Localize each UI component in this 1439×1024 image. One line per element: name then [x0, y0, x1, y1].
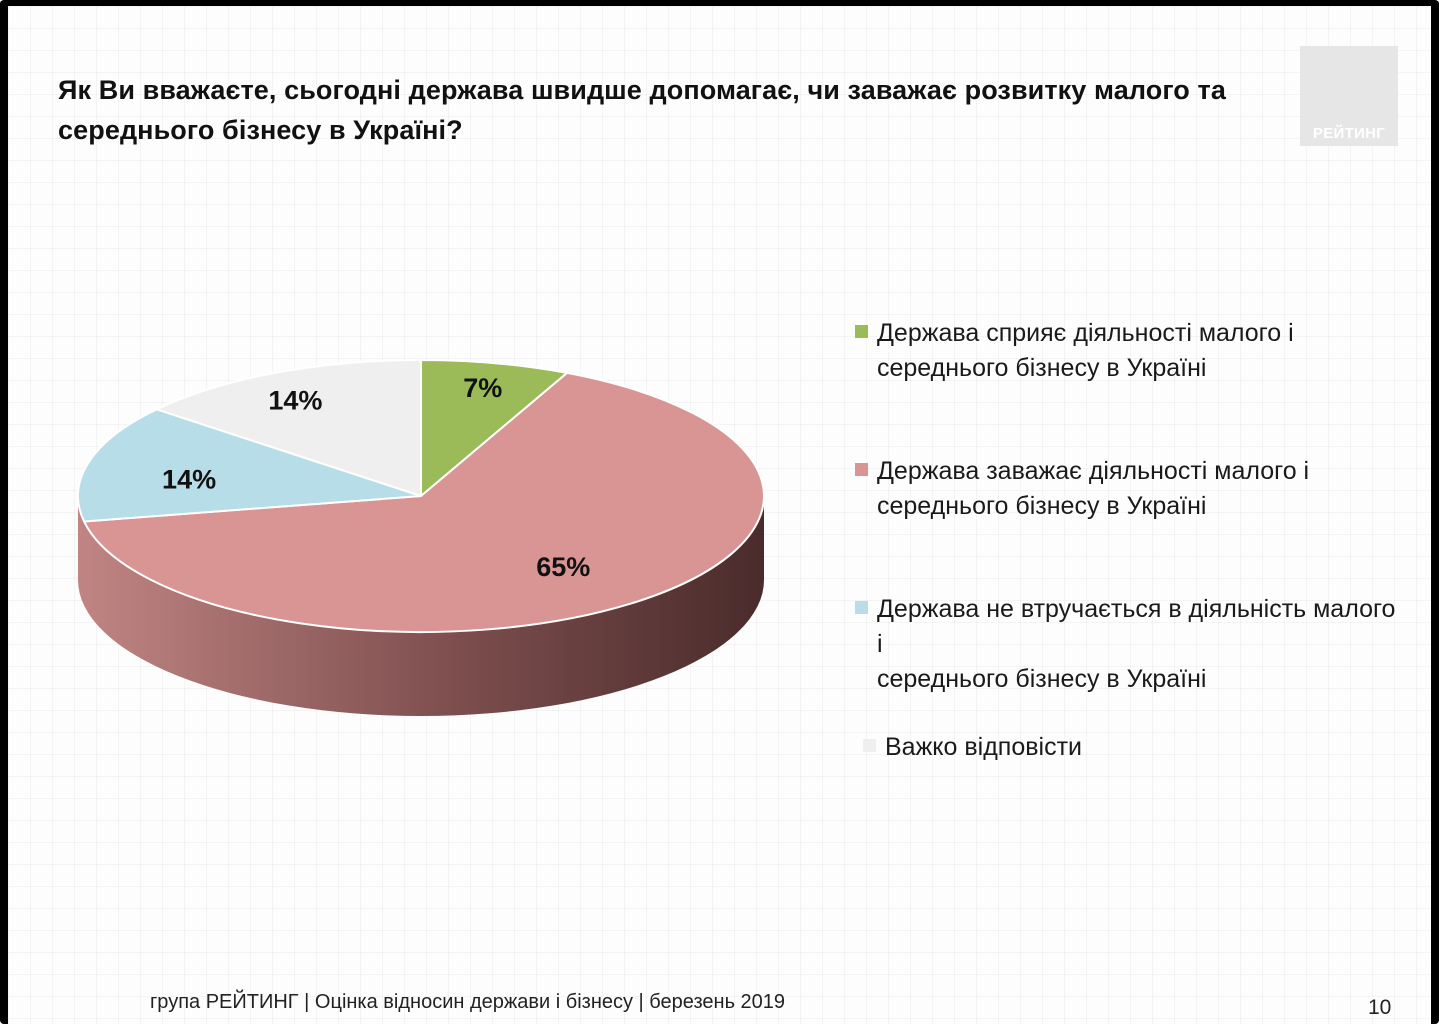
legend-label-no-interference-line2: середнього бізнесу в Україні: [877, 665, 1207, 693]
data-label-supports: 7%: [463, 373, 502, 403]
legend-swatch-hinders: [855, 463, 868, 476]
legend-label-hinders-line1: Держава заважає діяльності малого і: [877, 457, 1310, 485]
footer-text: група РЕЙТИНГ | Оцінка відносин держави …: [150, 991, 786, 1013]
pie-slice-hinders: [83, 371, 765, 633]
title-line-2: середнього бізнесу в Україні?: [58, 115, 463, 145]
pie-side-wall: [78, 496, 764, 716]
data-label-no-interference: 14%: [162, 464, 216, 494]
pie-chart: 7% 65% 14% 14%: [77, 359, 765, 716]
legend-label-supports: Держава сприяє діяльності малого і серед…: [877, 316, 1397, 386]
pie-slice-hard-to-say: [155, 359, 422, 497]
rating-logo: РЕЙТИНГ: [1300, 46, 1398, 146]
legend-label-hinders-line2: середнього бізнесу в Україні: [877, 492, 1207, 520]
legend-label-hard-to-say: Важко відповісти: [885, 730, 1405, 765]
page-title: Як Ви вважаєте, сьогодні держава швидше …: [58, 70, 1258, 150]
legend-label-hard-to-say-line1: Важко відповісти: [885, 733, 1082, 761]
legend-swatch-hard-to-say: [863, 739, 876, 752]
page-number: 10: [1368, 996, 1392, 1019]
legend-label-no-interference-line1: Держава не втручається в діяльність мало…: [877, 595, 1396, 658]
legend-label-supports-line1: Держава сприяє діяльності малого і: [877, 319, 1294, 347]
title-line-1: Як Ви вважаєте, сьогодні держава швидше …: [58, 75, 1226, 105]
slide: Як Ви вважаєте, сьогодні держава швидше …: [8, 6, 1431, 1024]
data-label-hard-to-say: 14%: [268, 385, 322, 415]
legend-label-supports-line2: середнього бізнесу в Україні: [877, 354, 1207, 382]
legend-swatch-no-interference: [855, 601, 868, 614]
legend-label-hinders: Держава заважає діяльності малого і сере…: [877, 454, 1397, 524]
logo-text: РЕЙТИНГ: [1312, 125, 1386, 142]
pie-slice-no-interference: [77, 408, 422, 523]
data-label-hinders: 65%: [536, 552, 590, 582]
pie-slice-supports: [420, 359, 569, 497]
legend-swatch-supports: [855, 325, 868, 338]
legend-label-no-interference: Держава не втручається в діяльність мало…: [877, 592, 1397, 697]
